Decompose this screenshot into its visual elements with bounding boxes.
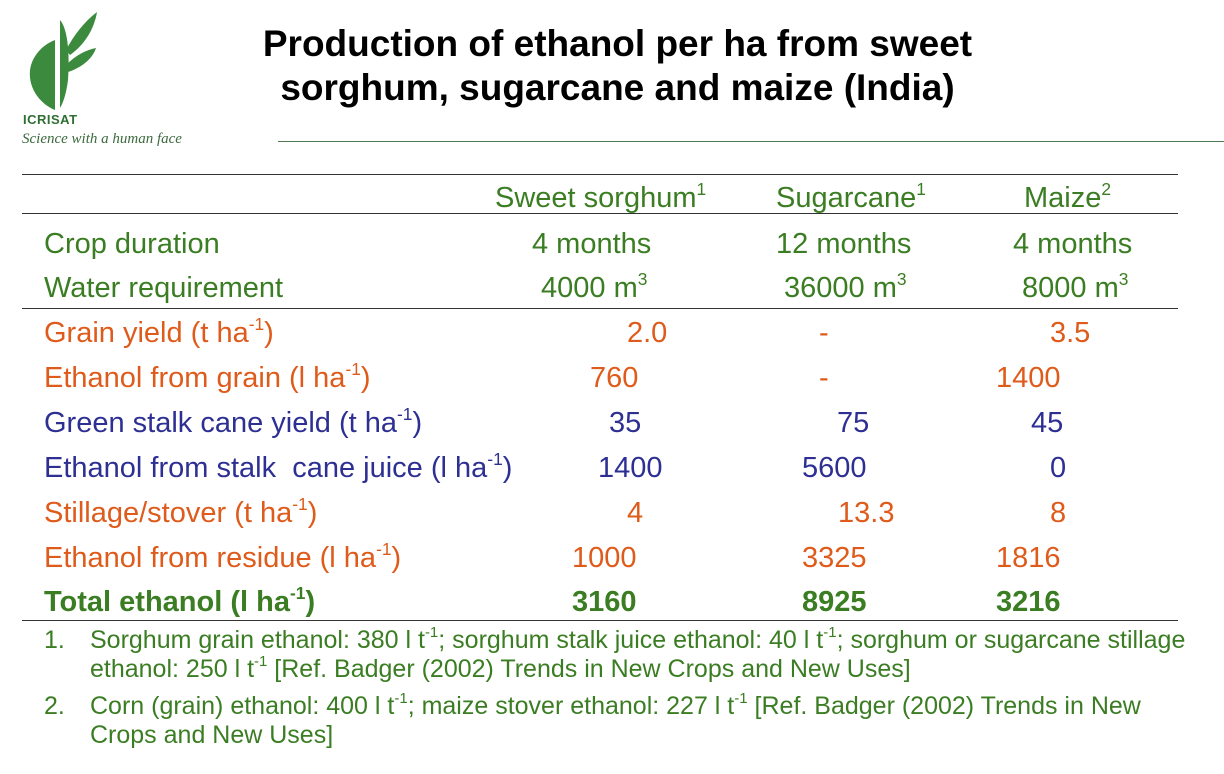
cell-sugarcane: -	[819, 362, 829, 394]
column-header-sweet-sorghum: Sweet sorghum1	[495, 178, 707, 214]
row-label: Green stalk cane yield (t ha-1)	[44, 403, 423, 439]
cell-sugarcane: 8925	[802, 586, 867, 618]
cell-maize: 4 months	[1013, 228, 1133, 260]
header-rule	[278, 141, 1224, 142]
cell-maize: 45	[1031, 407, 1064, 439]
cell-sugarcane: -	[819, 317, 829, 349]
cell-sugarcane: 5600	[802, 452, 867, 484]
cell-sugarcane: 12 months	[776, 228, 912, 260]
cell-sweet-sorghum: 1400	[598, 452, 663, 484]
row-label: Total ethanol (l ha-1)	[44, 582, 316, 618]
table-top-rule	[22, 174, 1178, 175]
row-label: Water requirement	[44, 272, 284, 304]
cell-maize: 8	[1050, 497, 1067, 529]
cell-maize: 3216	[996, 586, 1061, 618]
cell-sweet-sorghum: 3160	[572, 586, 637, 618]
cell-maize: 1400	[996, 362, 1061, 394]
table-row: Ethanol from stalk cane juice (l ha-1) 1…	[0, 446, 1224, 490]
cell-sugarcane: 13.3	[838, 497, 895, 529]
row-label: Grain yield (t ha-1)	[44, 313, 274, 349]
footnote-1: 1. Sorghum grain ethanol: 380 l t-1; sor…	[44, 624, 1186, 683]
table-row: Water requirement 4000 m3 36000 m3 8000 …	[0, 266, 1224, 310]
footnote-number: 1.	[44, 626, 65, 654]
icrisat-logo: ICRISAT	[22, 10, 282, 150]
cell-sweet-sorghum: 760	[590, 362, 639, 394]
table-row: Ethanol from grain (l ha-1) 760 - 1400	[0, 356, 1224, 400]
cell-sweet-sorghum: 4	[627, 497, 644, 529]
table-row: Ethanol from residue (l ha-1) 1000 3325 …	[0, 536, 1224, 580]
table-section-rule	[22, 308, 1178, 309]
column-header-maize: Maize2	[1024, 178, 1112, 214]
row-label: Ethanol from residue (l ha-1)	[44, 538, 402, 574]
table-row: Crop duration 4 months 12 months 4 month…	[0, 222, 1224, 266]
cell-maize: 3.5	[1050, 317, 1091, 349]
table-row-total: Total ethanol (l ha-1) 3160 8925 3216	[0, 580, 1224, 624]
footnote-2: 2. Corn (grain) ethanol: 400 l t-1; maiz…	[44, 690, 1141, 749]
cell-sweet-sorghum: 1000	[572, 542, 637, 574]
table-row: Green stalk cane yield (t ha-1) 35 75 45	[0, 401, 1224, 445]
cell-sugarcane: 3325	[802, 542, 867, 574]
column-header-sugarcane: Sugarcane1	[776, 178, 926, 214]
row-label: Ethanol from grain (l ha-1)	[44, 358, 371, 394]
footnote-number: 2.	[44, 692, 65, 720]
cell-sweet-sorghum: 4 months	[532, 228, 652, 260]
title-line-2: sorghum, sugarcane and maize (India)	[280, 67, 955, 108]
table-bottom-rule	[22, 620, 1178, 621]
footnotes: 1. Sorghum grain ethanol: 380 l t-1; sor…	[44, 624, 1204, 758]
page-title: Production of ethanol per ha from sweet …	[150, 22, 1085, 110]
cell-sweet-sorghum: 4000 m3	[541, 268, 648, 304]
cell-maize: 1816	[996, 542, 1061, 574]
leaf-logo-icon	[29, 12, 97, 110]
table-header-row: Sweet sorghum1 Sugarcane1 Maize2	[0, 176, 1224, 220]
cell-sweet-sorghum: 35	[609, 407, 642, 439]
row-label: Ethanol from stalk cane juice (l ha-1)	[44, 448, 513, 484]
table-row: Stillage/stover (t ha-1) 4 13.3 8	[0, 491, 1224, 535]
title-line-1: Production of ethanol per ha from sweet	[262, 23, 973, 64]
cell-sugarcane: 36000 m3	[784, 268, 907, 304]
logo-name: ICRISAT	[23, 112, 78, 127]
cell-sugarcane: 75	[837, 407, 870, 439]
row-label: Crop duration	[44, 228, 220, 260]
row-label: Stillage/stover (t ha-1)	[44, 493, 318, 529]
table-row: Grain yield (t ha-1) 2.0 - 3.5	[0, 311, 1224, 355]
cell-maize: 0	[1050, 452, 1067, 484]
cell-maize: 8000 m3	[1022, 268, 1129, 304]
logo-tagline: Science with a human face	[22, 131, 182, 147]
table-header-rule	[22, 213, 1178, 214]
cell-sweet-sorghum: 2.0	[627, 317, 668, 349]
